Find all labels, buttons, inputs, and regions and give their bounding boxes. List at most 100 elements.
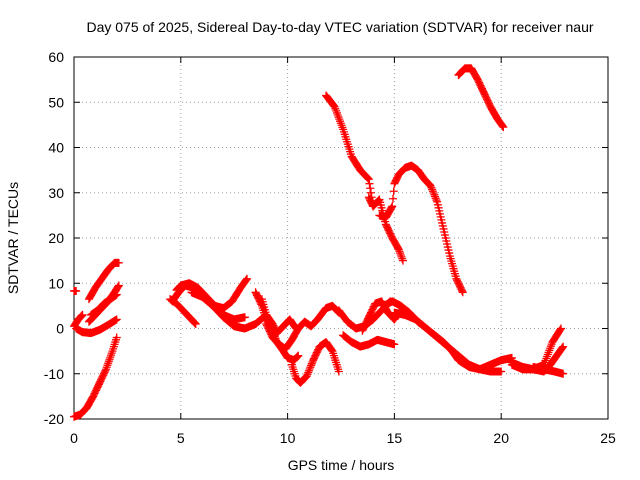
chart-title: Day 075 of 2025, Sidereal Day-to-day VTE…	[86, 19, 593, 35]
x-tick-label: 5	[177, 430, 185, 446]
data-point	[305, 364, 314, 373]
data-point	[428, 185, 437, 194]
data-point	[556, 325, 565, 334]
data-point	[427, 183, 436, 192]
y-tick-label: 50	[48, 94, 64, 110]
series-arc-03	[70, 310, 87, 331]
data-point	[387, 203, 396, 212]
x-tick-label: 0	[70, 430, 78, 446]
series-arc-20	[390, 308, 506, 376]
data-point	[327, 345, 336, 354]
y-axis-label: SDTVAR / TECUs	[5, 182, 21, 294]
data-point	[497, 121, 506, 130]
y-tick-label: 60	[48, 49, 64, 65]
data-point	[114, 281, 123, 290]
data-point	[72, 286, 81, 295]
data-point	[292, 353, 301, 362]
data-point	[107, 349, 116, 358]
y-tick-label: 40	[48, 140, 64, 156]
data-point	[306, 363, 315, 372]
data-point	[334, 367, 343, 376]
data-point	[388, 202, 397, 211]
data-point	[396, 249, 405, 258]
series-arc-07	[84, 258, 123, 304]
data-point	[430, 192, 439, 201]
data-point	[112, 290, 121, 299]
data-point	[559, 342, 568, 351]
data-point	[77, 312, 86, 321]
data-point	[426, 181, 435, 190]
y-tick-label: -10	[44, 366, 64, 382]
data-point	[364, 175, 373, 184]
data-point	[304, 368, 313, 377]
data-point	[366, 184, 375, 193]
data-point	[557, 344, 566, 353]
grid-lines	[74, 57, 608, 419]
data-point	[302, 372, 311, 381]
data-point	[307, 359, 316, 368]
x-axis-label: GPS time / hours	[288, 457, 395, 473]
data-point	[432, 196, 441, 205]
series-arc-19	[379, 297, 516, 374]
series-arc-01	[70, 286, 81, 295]
data-point	[307, 361, 316, 370]
data-point	[388, 194, 397, 203]
data-point	[103, 361, 112, 370]
series-arc-27	[454, 64, 508, 132]
series-arc-04	[72, 315, 121, 338]
data-point	[240, 313, 249, 322]
series-arc-26	[375, 161, 467, 297]
series-arc-23	[529, 362, 568, 378]
data-point	[398, 256, 407, 265]
data-point	[430, 190, 439, 199]
x-tick-labels: 0 5 10 15 20 25	[70, 430, 616, 446]
data-point	[104, 359, 113, 368]
axis-ticks	[73, 56, 609, 420]
y-tick-label: 30	[48, 185, 64, 201]
data-point	[428, 187, 437, 196]
y-tick-label: 0	[56, 321, 64, 337]
series-arc-25	[364, 193, 407, 265]
data-point	[304, 366, 313, 375]
data-point	[243, 274, 252, 283]
data-point	[374, 196, 383, 205]
data-point	[398, 254, 407, 263]
data-point	[390, 340, 399, 349]
data-point	[114, 258, 123, 267]
data-point	[114, 282, 123, 291]
x-tick-label: 20	[493, 430, 509, 446]
data-point	[557, 324, 566, 333]
y-tick-labels: -20 -10 0 10 20 30 40 50 60	[44, 49, 64, 427]
y-tick-label: 10	[48, 275, 64, 291]
series-arc-17	[339, 331, 399, 351]
data-point	[106, 353, 115, 362]
x-tick-label: 10	[280, 430, 296, 446]
data-point	[112, 315, 121, 324]
data-point	[389, 187, 398, 196]
series-arc-02	[70, 333, 121, 421]
data-point	[365, 179, 374, 188]
y-tick-label: 20	[48, 230, 64, 246]
data-point	[431, 194, 440, 203]
data-point	[395, 247, 404, 256]
data-point	[112, 333, 121, 342]
data-point	[104, 357, 113, 366]
x-tick-label: 25	[600, 430, 616, 446]
data-point	[394, 245, 403, 254]
data-point	[366, 188, 375, 197]
data-point	[363, 174, 372, 183]
data-series	[70, 64, 568, 421]
data-point	[102, 365, 111, 374]
data-point	[242, 275, 251, 284]
x-tick-label: 15	[387, 430, 403, 446]
data-point	[190, 318, 199, 327]
data-point	[559, 369, 568, 378]
data-point	[191, 319, 200, 328]
data-point	[78, 310, 87, 319]
data-point	[293, 352, 302, 361]
data-point	[458, 286, 467, 295]
data-point	[397, 252, 406, 261]
data-point	[458, 288, 467, 297]
